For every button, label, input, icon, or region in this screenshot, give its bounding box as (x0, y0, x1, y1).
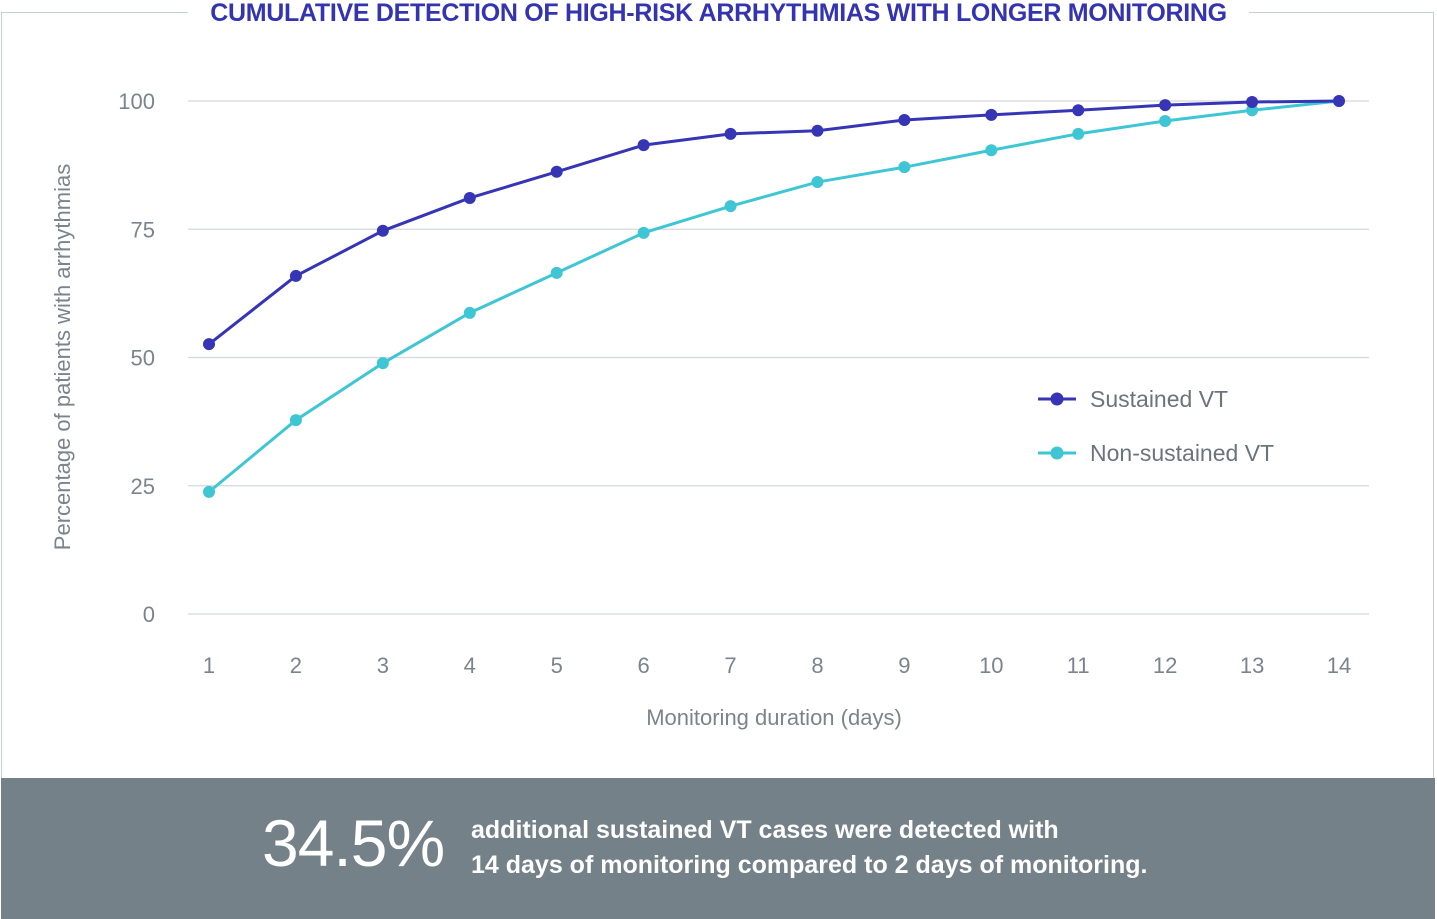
footer-note-line2: 14 days of monitoring compared to 2 days… (471, 851, 1148, 879)
x-tick-label: 12 (1153, 653, 1177, 678)
y-tick-label: 100 (118, 89, 155, 114)
legend-marker (1050, 446, 1064, 460)
footer-note-line1: additional sustained VT cases were detec… (471, 816, 1059, 844)
data-point (1159, 99, 1172, 112)
data-point (898, 113, 911, 126)
x-tick-label: 3 (377, 653, 389, 678)
data-point (1246, 96, 1259, 109)
footer-banner (1, 778, 1435, 919)
y-tick-label: 25 (131, 474, 155, 499)
data-point (550, 266, 563, 279)
x-tick-label: 4 (464, 653, 476, 678)
data-point (1159, 115, 1172, 128)
x-tick-label: 8 (811, 653, 823, 678)
data-point (463, 306, 476, 319)
series-line-sustained-vt (208, 99, 1340, 346)
x-axis-label: Monitoring duration (days) (646, 705, 902, 730)
x-tick-label: 14 (1327, 653, 1351, 678)
data-point (985, 144, 998, 157)
legend-marker (1050, 392, 1064, 406)
y-tick-label: 50 (131, 346, 155, 371)
x-tick-label: 7 (724, 653, 736, 678)
chart-title: CUMULATIVE DETECTION OF HIGH-RISK ARRHYT… (188, 0, 1249, 27)
data-point (376, 357, 389, 370)
chart-title-wrap: CUMULATIVE DETECTION OF HIGH-RISK ARRHYT… (0, 0, 1437, 27)
legend-label: Non-sustained VT (1090, 440, 1274, 466)
data-point (1072, 127, 1085, 140)
y-axis-label: Percentage of patients with arrhythmias (50, 164, 75, 550)
data-point (203, 485, 215, 498)
data-point (463, 191, 476, 204)
data-point (1246, 104, 1259, 117)
data-point (289, 414, 302, 427)
x-tick-label: 1 (203, 653, 215, 678)
data-point (898, 161, 911, 174)
data-point (289, 269, 302, 282)
data-point (985, 108, 998, 121)
x-tick-label: 9 (898, 653, 910, 678)
data-point (1333, 95, 1345, 107)
data-point (637, 226, 650, 239)
series-line-non-sustained-vt (208, 99, 1340, 494)
x-tick-label: 10 (979, 653, 1003, 678)
x-tick-label: 5 (551, 653, 563, 678)
footer-stat: 34.5% (262, 806, 445, 880)
legend-label: Sustained VT (1090, 386, 1228, 412)
x-tick-label: 13 (1240, 653, 1264, 678)
data-point (1072, 104, 1085, 117)
footer-note: additional sustained VT cases were detec… (471, 813, 1147, 883)
data-point (811, 176, 824, 189)
data-point (811, 124, 824, 137)
data-point (376, 224, 389, 237)
y-tick-label: 75 (131, 217, 155, 242)
data-point (637, 139, 650, 152)
x-tick-label: 2 (290, 653, 302, 678)
y-tick-label: 0 (143, 602, 155, 627)
data-point (724, 200, 737, 213)
data-point (550, 165, 563, 178)
data-point (203, 338, 215, 351)
x-tick-label: 6 (637, 653, 649, 678)
data-point (724, 127, 737, 140)
x-tick-label: 11 (1067, 653, 1090, 678)
